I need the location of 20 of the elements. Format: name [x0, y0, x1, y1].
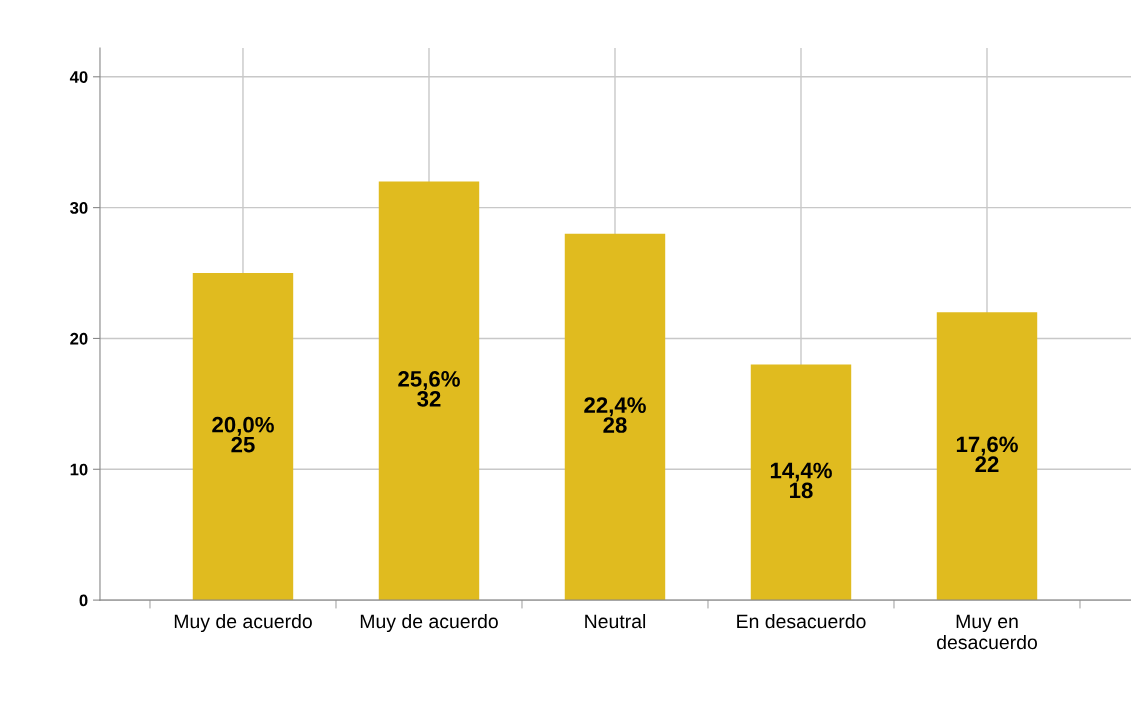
- bar: [750, 364, 852, 601]
- data-label: 22,4% 28: [584, 397, 646, 433]
- x-tick-label: Neutral: [585, 613, 646, 629]
- x-tick-label: Muy de acuerdo: [174, 613, 312, 633]
- x-tick-label: Muy de acuerdo: [360, 613, 498, 633]
- y-tick-label: 30: [70, 202, 88, 214]
- y-tick-label: 20: [70, 332, 88, 345]
- data-label: 20,0% 25: [212, 416, 274, 453]
- data-label: 25,6% 32: [398, 371, 460, 407]
- data-label: 17,6% 22: [956, 436, 1018, 472]
- data-label: 14,4% 18: [770, 462, 832, 499]
- bar: [192, 273, 294, 601]
- bar: [564, 233, 666, 601]
- bar: [936, 312, 1038, 601]
- y-tick-label: 10: [70, 463, 88, 476]
- y-tick-label: 40: [69, 71, 88, 83]
- y-tick-label: 0: [79, 594, 88, 607]
- x-tick-label: Muy en desacuerdo: [937, 614, 1037, 650]
- bar: [378, 181, 480, 601]
- x-tick-label: En desacuerdo: [737, 613, 866, 629]
